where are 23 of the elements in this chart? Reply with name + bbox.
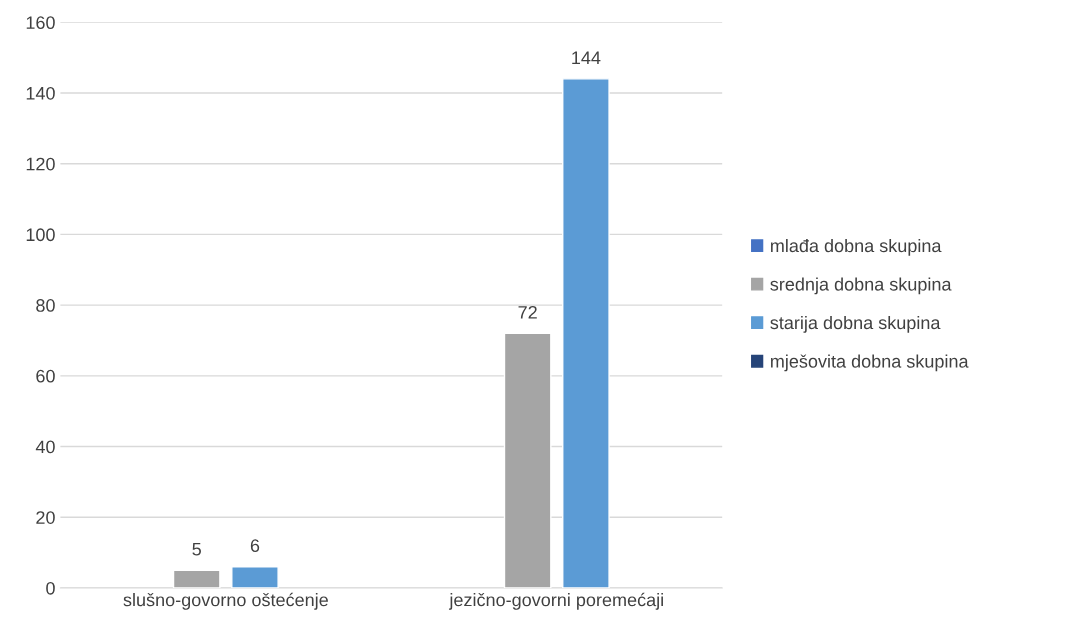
legend-label: mješovita dobna skupina (771, 354, 969, 372)
y-tick-label: 120 (26, 157, 55, 171)
y-tick-label: 40 (35, 440, 55, 454)
y-tick-label: 140 (26, 86, 55, 100)
legend-label: starija dobna skupina (770, 315, 941, 333)
data-label: 144 (572, 51, 601, 64)
legend-label: mlađa dobna skupina (771, 238, 942, 256)
y-tick-label: 80 (36, 299, 55, 312)
bar (231, 566, 279, 588)
y-tick-label: 160 (26, 16, 55, 30)
data-label: 6 (250, 539, 260, 553)
y-tick-label: 20 (36, 511, 55, 524)
x-tick-label: jezično-govorni poremećaji (448, 592, 663, 610)
data-label: 72 (518, 305, 537, 319)
bar (503, 332, 552, 588)
y-tick-label: 60 (36, 369, 55, 383)
x-tick-label: slušno-govorno oštećenje (123, 592, 328, 610)
y-tick-label: 0 (46, 581, 55, 595)
data-label: 5 (192, 542, 201, 556)
y-tick-label: 100 (26, 228, 55, 242)
bar (562, 78, 610, 588)
legend-label: srednja dobna skupina (770, 277, 952, 295)
bar (172, 569, 221, 588)
